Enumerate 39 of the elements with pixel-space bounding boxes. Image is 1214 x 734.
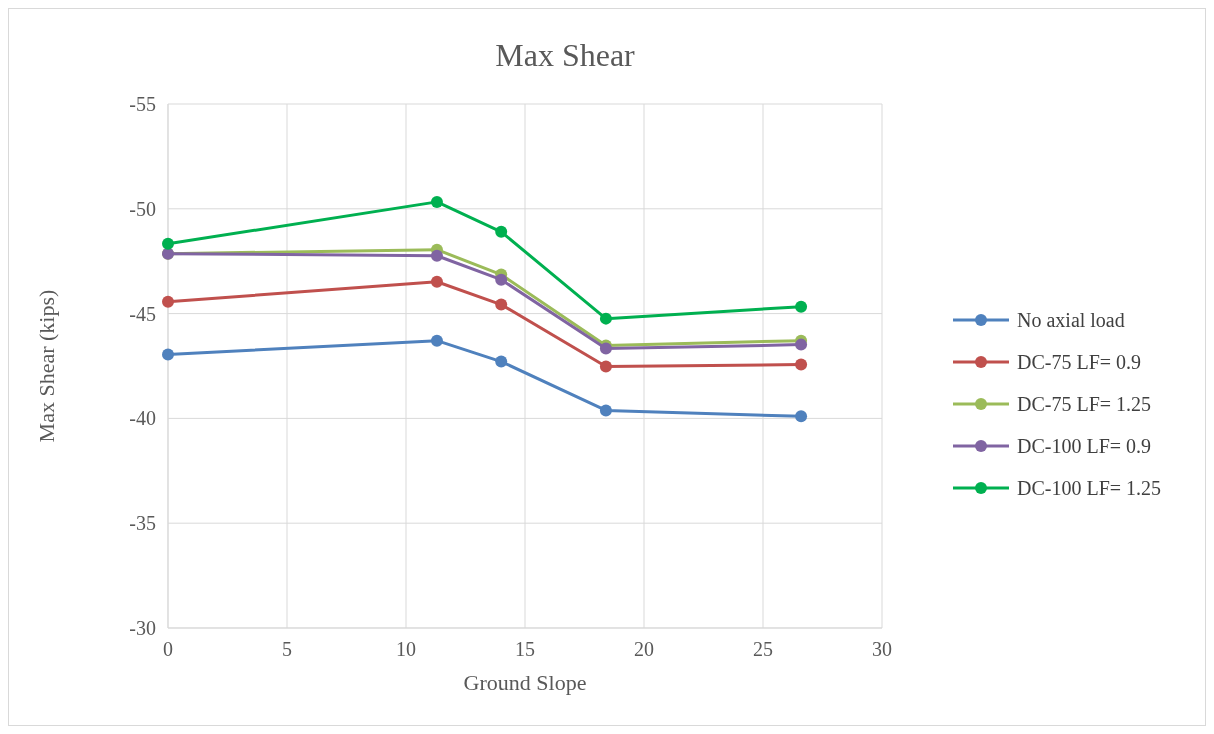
point	[599, 404, 612, 417]
point	[795, 358, 808, 371]
point	[795, 300, 808, 313]
y-tick-label: -40	[129, 407, 156, 430]
point	[495, 298, 508, 311]
point	[162, 295, 174, 308]
legend-label: DC-75 LF= 0.9	[1017, 351, 1142, 373]
point	[795, 338, 808, 351]
point	[495, 273, 508, 286]
point	[599, 360, 612, 373]
point	[599, 312, 612, 325]
y-tick-label: -50	[129, 197, 156, 220]
legend-label: DC-75 LF= 1.25	[1017, 393, 1152, 415]
x-axis-title: Ground Slope	[463, 670, 587, 695]
point	[162, 348, 174, 361]
x-tick-label: 30	[872, 638, 892, 660]
y-tick-label: -55	[129, 93, 156, 115]
point	[495, 225, 508, 238]
point	[795, 410, 808, 423]
y-axis-title: Max Shear (kips)	[34, 289, 59, 443]
y-tick-label: -30	[129, 617, 156, 639]
point	[430, 334, 443, 347]
y-tick-label: -35	[129, 512, 156, 535]
y-tick-label: -45	[129, 302, 156, 325]
x-tick-label: 25	[753, 638, 773, 660]
x-tick-label: 15	[515, 638, 535, 660]
legend-label: DC-100 LF= 0.9	[1017, 435, 1152, 457]
legend-label: DC-100 LF= 1.25	[1017, 477, 1162, 499]
legend-label: No axial load	[1017, 309, 1125, 331]
point	[430, 195, 443, 208]
x-tick-label: 10	[396, 638, 416, 660]
x-tick-label: 0	[163, 638, 173, 660]
point	[430, 249, 443, 262]
point	[430, 275, 443, 288]
x-tick-label: 20	[634, 638, 654, 660]
point	[162, 237, 174, 250]
point	[495, 355, 508, 368]
x-tick-label: 5	[282, 638, 292, 660]
chart-title: Max Shear	[495, 37, 636, 73]
